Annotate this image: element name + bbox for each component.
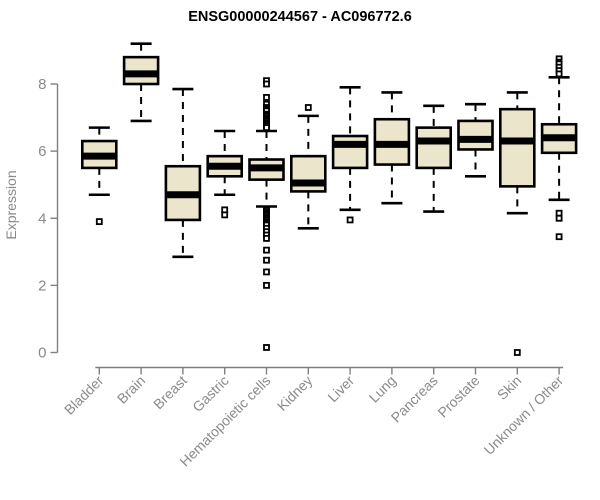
boxplot-prostate (457, 102, 494, 178)
boxplot-lung (373, 91, 411, 205)
boxplot-pancreas (415, 104, 453, 213)
outlier-point (346, 216, 354, 224)
outlier-point (263, 281, 270, 289)
outlier-point (263, 268, 270, 276)
outlier-point (555, 233, 563, 241)
y-tick-label: 8 (38, 76, 46, 93)
y-tick-label: 0 (38, 345, 46, 362)
outlier-point (221, 211, 229, 219)
x-category-label: Kidney (274, 372, 316, 414)
outlier-point (263, 124, 270, 132)
outlier-point (263, 246, 270, 254)
iqr-box (331, 134, 369, 170)
boxplot-kidney (289, 104, 327, 230)
x-category-label: Brain (114, 372, 148, 406)
x-category-label: Breast (150, 372, 190, 412)
chart-title: ENSG00000244567 - AC096772.6 (188, 9, 412, 25)
iqr-box (498, 107, 536, 188)
boxplot-breast (164, 87, 202, 259)
x-category-label: Unknown / Other (481, 372, 567, 458)
x-category-label: Prostate (434, 372, 482, 420)
outlier-point (263, 234, 270, 242)
boxplot-liver (331, 86, 369, 224)
outlier-point (555, 70, 563, 78)
x-category-label: Skin (494, 372, 525, 403)
boxplot-bladder (81, 126, 118, 226)
outlier-point (263, 80, 270, 88)
y-tick-label: 6 (38, 143, 46, 160)
boxplot-hematopoietic-cells (248, 77, 285, 351)
outlier-point (263, 256, 270, 264)
x-category-label: Liver (324, 372, 357, 405)
y-tick-label: 4 (38, 210, 46, 227)
outlier-point (263, 94, 270, 101)
x-category-label: Lung (366, 372, 399, 405)
boxplot-unknown-other (540, 55, 578, 241)
outlier-point (95, 218, 103, 226)
y-axis-label: Expression (3, 170, 19, 239)
outlier-point (263, 344, 270, 351)
y-tick-label: 2 (38, 277, 46, 294)
x-category-label: Bladder (61, 372, 107, 418)
boxplot-gastric (206, 129, 243, 219)
iqr-box (457, 119, 494, 151)
boxplot-brain (122, 42, 160, 123)
boxplot-skin (498, 91, 536, 356)
boxplot-series (81, 42, 578, 356)
iqr-box (415, 126, 453, 170)
outlier-point (513, 349, 521, 356)
outlier-point (304, 104, 312, 111)
outlier-point (555, 214, 563, 222)
